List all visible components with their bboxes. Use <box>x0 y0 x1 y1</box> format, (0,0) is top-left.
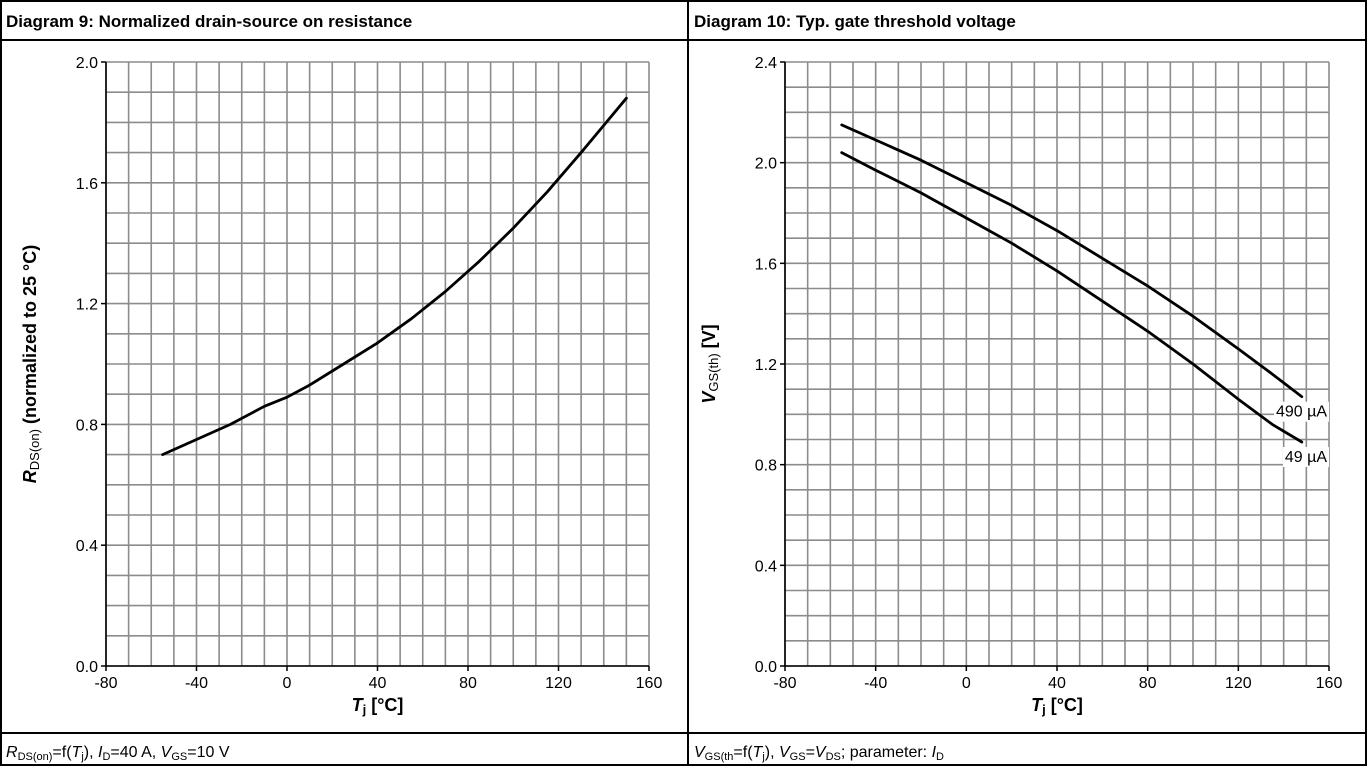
diagram-10-series: 490 µA 49 µA <box>840 123 1329 468</box>
conditions-text-part: GS(th <box>705 751 734 763</box>
x-tick-label: 80 <box>1139 675 1157 692</box>
y-tick-label: 2.0 <box>76 55 98 72</box>
conditions-text-part: ), <box>765 744 779 761</box>
x-tick-label: -80 <box>773 675 796 692</box>
conditions-text-part: ), <box>84 744 98 761</box>
x-tick-label: 40 <box>369 675 387 692</box>
series-label-background <box>1282 447 1329 468</box>
x-axis-label-part: T <box>352 695 365 715</box>
y-axis-label-part: V <box>699 390 719 404</box>
conditions-text-part: =f( <box>52 744 72 761</box>
series-label: 490 µA <box>1276 404 1327 421</box>
conditions-text-part: T <box>753 744 764 761</box>
diagram-9-conditions: RDS(on)=f(Tj), ID=40 A, VGS=10 V <box>6 744 230 763</box>
conditions-text-part: D <box>102 751 110 763</box>
x-axis-label-part: T <box>1031 695 1044 715</box>
x-tick-label: -80 <box>94 675 117 692</box>
diagram-9-series <box>161 96 628 457</box>
y-axis-label-part: [V] <box>699 324 719 353</box>
conditions-text-part: j <box>761 751 764 763</box>
diagram-10-title: Diagram 10: Typ. gate threshold voltage <box>694 12 1016 31</box>
x-tick-label: 160 <box>1316 675 1343 692</box>
y-tick-label: 2.0 <box>755 156 777 173</box>
conditions-text-part: T <box>72 744 83 761</box>
y-tick-label: 1.6 <box>76 176 98 193</box>
diagram-9-chart: -80 -40 0 40 80 120 160 0.0 0.4 0.8 1.2 1.6 2.0 Tj [… <box>20 55 662 717</box>
diagram-9-ticks: -80 -40 0 40 80 120 160 0.0 0.4 0.8 1.2 1.6 2.0 <box>76 55 663 692</box>
y-tick-label: 1.2 <box>755 357 777 374</box>
x-axis-label-part: [°C] <box>366 695 403 715</box>
y-axis-label-part: DS(on) <box>27 429 42 470</box>
diagram-10-ticks: -80 -40 0 40 80 120 160 0.0 0.4 0.8 1.2 1.6 2.0 2.4 <box>755 55 1343 692</box>
series-label: 49 µA <box>1285 449 1327 466</box>
conditions-text-part: V <box>694 744 706 761</box>
x-tick-label: 120 <box>545 675 572 692</box>
conditions-text-part: R <box>6 744 18 761</box>
y-tick-label: 0.4 <box>76 538 98 555</box>
conditions-text-part: D <box>936 751 944 763</box>
conditions-text-part: I <box>932 744 937 761</box>
series-line <box>161 96 628 457</box>
x-tick-label: 80 <box>459 675 477 692</box>
conditions-text-part: GS <box>171 751 187 763</box>
y-tick-label: 1.6 <box>755 256 777 273</box>
series-label-background <box>1273 401 1329 422</box>
x-tick-label: -40 <box>864 675 887 692</box>
conditions-text-part: = <box>806 744 815 761</box>
conditions-text-part: V <box>161 744 173 761</box>
conditions-text-part: DS <box>826 751 841 763</box>
conditions-text-part: DS(on) <box>18 751 53 763</box>
diagram-10-chart: 490 µA 49 µA -80 -40 0 40 80 120 160 0.0 0.4 0.8 1.… <box>699 55 1342 717</box>
x-axis-label-part: j <box>362 702 367 717</box>
x-tick-label: 0 <box>962 675 971 692</box>
y-tick-label: 0.8 <box>76 417 98 434</box>
x-tick-label: 0 <box>283 675 292 692</box>
conditions-text-part: =40 A, <box>110 744 160 761</box>
diagram-10-x-axis-label: Tj [°C] <box>1031 695 1083 717</box>
diagram-9-grid <box>105 61 650 667</box>
y-tick-label: 0.0 <box>755 659 777 676</box>
y-tick-label: 0.8 <box>755 458 777 475</box>
diagram-9-title: Diagram 9: Normalized drain-source on re… <box>6 12 412 31</box>
diagram-10-y-axis-label: VGS(th) [V] <box>699 324 721 403</box>
series-line <box>840 123 1304 399</box>
y-tick-label: 0.0 <box>76 659 98 676</box>
x-axis-label-part: j <box>1041 702 1046 717</box>
x-tick-label: 160 <box>636 675 663 692</box>
y-tick-label: 0.4 <box>755 558 777 575</box>
conditions-text-part: GS <box>790 751 806 763</box>
diagram-10-conditions: VGS(th=f(Tj), VGS=VDS; parameter: ID <box>694 744 944 763</box>
diagram-10-grid <box>784 61 1330 667</box>
y-axis-label-part: (normalized to 25 °C) <box>20 245 40 429</box>
conditions-text-part: j <box>80 751 83 763</box>
y-axis-label-part: GS(th) <box>706 353 721 391</box>
x-axis-label-part: [°C] <box>1046 695 1083 715</box>
conditions-text-part: V <box>815 744 827 761</box>
diagram-9-x-axis-label: Tj [°C] <box>352 695 404 717</box>
x-tick-label: 120 <box>1225 675 1252 692</box>
y-tick-label: 1.2 <box>76 297 98 314</box>
x-tick-label: -40 <box>185 675 208 692</box>
y-tick-label: 2.4 <box>755 55 777 72</box>
conditions-text-part: ; parameter: <box>841 744 932 761</box>
conditions-text-part: =f( <box>733 744 753 761</box>
series-line <box>840 151 1304 444</box>
conditions-text-part: V <box>779 744 791 761</box>
diagram-9-y-axis-label: RDS(on) (normalized to 25 °C) <box>20 245 42 483</box>
x-tick-label: 40 <box>1048 675 1066 692</box>
conditions-text-part: I <box>98 744 103 761</box>
conditions-text-part: =10 V <box>187 744 230 761</box>
y-axis-label-part: R <box>20 470 40 483</box>
